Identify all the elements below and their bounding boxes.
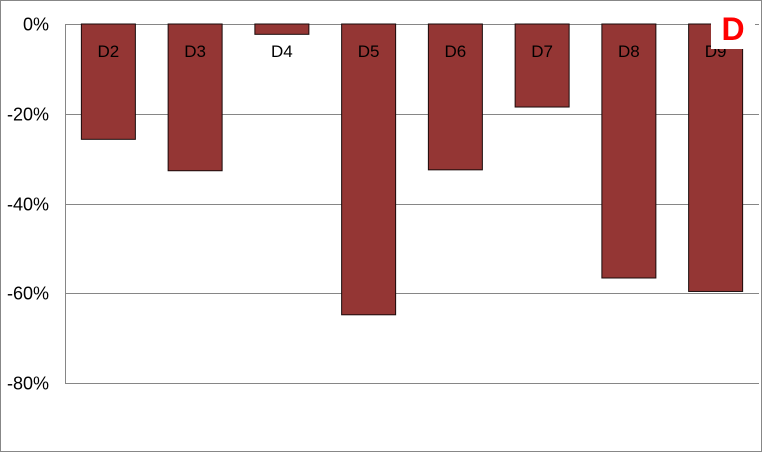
- x-category-label: D7: [531, 42, 553, 61]
- y-tick-label: -40%: [7, 195, 49, 215]
- bar-d5: [341, 23, 397, 316]
- x-category-label: D5: [358, 42, 380, 61]
- x-category-label: D6: [445, 42, 467, 61]
- bar-d2: [80, 23, 136, 140]
- x-category-label: D2: [98, 42, 120, 61]
- bar-d9: [688, 23, 744, 292]
- y-tick-label: -80%: [7, 374, 49, 394]
- bar-d6: [427, 23, 483, 171]
- bar-d7: [514, 23, 570, 108]
- y-tick-label: -20%: [7, 105, 49, 125]
- y-tick-label: 0%: [23, 15, 49, 35]
- x-category-label: D8: [618, 42, 640, 61]
- bar-d4: [254, 23, 310, 35]
- x-category-label: D3: [184, 42, 206, 61]
- bar-d3: [167, 23, 223, 172]
- bar-d8: [601, 23, 657, 279]
- x-category-label: D4: [271, 42, 293, 61]
- panel-label: D: [711, 9, 755, 49]
- y-tick-label: -60%: [7, 284, 49, 304]
